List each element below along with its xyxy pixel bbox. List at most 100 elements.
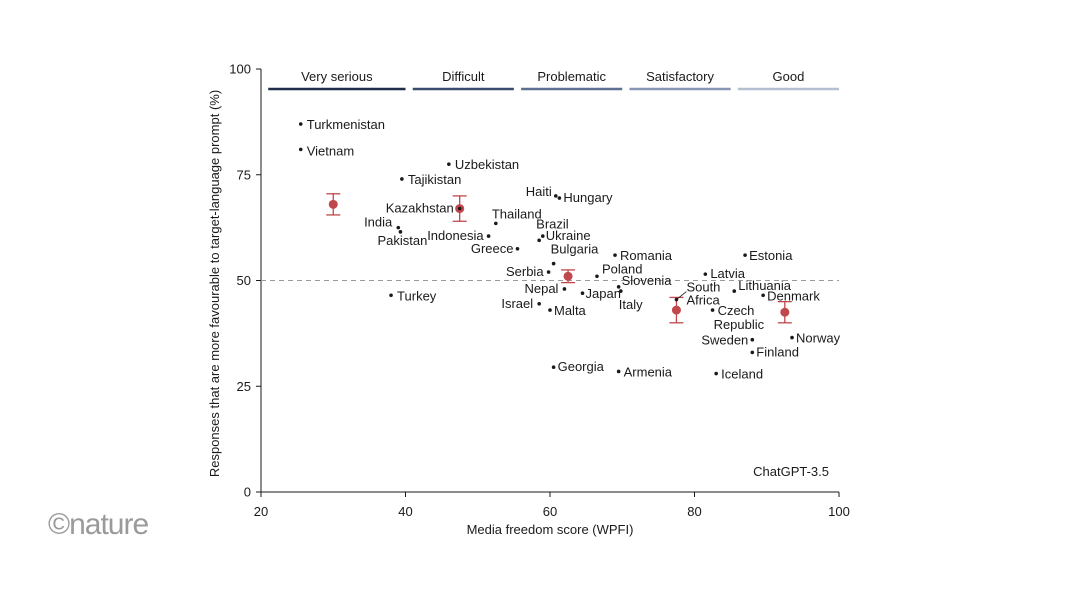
data-point [616, 369, 621, 374]
data-point [298, 147, 303, 152]
point-label: Ukraine [546, 228, 591, 243]
data-point [457, 206, 462, 211]
point-label: Czech [718, 303, 755, 318]
group-mean-point [671, 305, 681, 315]
data-point [743, 253, 747, 257]
point-label: Tajikistan [408, 172, 461, 187]
point-label: Lithuania [738, 278, 792, 293]
data-point [515, 246, 520, 251]
data-point [551, 261, 556, 266]
point-label: Israel [501, 296, 533, 311]
data-point [595, 274, 599, 279]
data-point [790, 335, 794, 340]
point-label: Turkmenistan [307, 117, 385, 132]
point-label: Estonia [749, 248, 793, 263]
nature-watermark: ©nature [48, 508, 149, 541]
category-bands: Very serious Difficult Problematic Satisfac… [268, 69, 839, 91]
point-label: Nepal [524, 281, 558, 296]
y-tick-label: 75 [237, 167, 251, 182]
data-point [548, 308, 552, 312]
point-label: Norway [796, 331, 841, 346]
data-point [398, 230, 403, 234]
data-point [613, 253, 617, 257]
data-point [616, 285, 621, 289]
group-means [326, 193, 792, 324]
point-label: Finland [756, 344, 799, 359]
data-point [761, 293, 765, 298]
data-point [714, 371, 718, 376]
data-point [540, 234, 545, 238]
x-tick-label: 60 [543, 504, 557, 519]
category-label: Satisfactory [646, 69, 714, 84]
data-point [400, 177, 404, 181]
data-point [537, 238, 541, 243]
x-tick-label: 20 [254, 504, 268, 519]
point-label: Serbia [506, 264, 544, 279]
x-tick-label: 100 [828, 504, 850, 519]
point-label: Slovenia [622, 273, 673, 288]
point-label: Kazakhstan [386, 201, 454, 216]
group-mean-point [780, 307, 790, 317]
point-label: Bulgaria [551, 242, 599, 257]
data-point [557, 196, 562, 200]
data-point [389, 293, 393, 298]
data-point [710, 308, 715, 312]
point-label: Africa [686, 293, 720, 308]
data-point [546, 270, 551, 274]
x-axis-title: Media freedom score (WPFI) [467, 522, 634, 537]
category-label: Difficult [442, 69, 485, 84]
category-label: Very serious [301, 69, 373, 84]
point-label: Poland [602, 261, 642, 276]
point-label: Haiti [526, 184, 552, 199]
point-label: Thailand [492, 206, 542, 221]
data-point [494, 221, 498, 226]
point-label: Uzbekistan [455, 157, 519, 172]
category-label: Good [773, 69, 805, 84]
point-label: Romania [620, 248, 673, 263]
y-tick-label: 50 [237, 273, 251, 288]
data-point [562, 287, 567, 291]
data-point [551, 365, 556, 370]
data-point [732, 289, 737, 293]
y-tick-label: 25 [237, 379, 251, 394]
group-mean-point [563, 271, 573, 281]
data-point [750, 337, 755, 342]
point-label: India [364, 215, 393, 230]
model-label: ChatGPT-3.5 [753, 464, 829, 479]
point-label: Denmark [767, 288, 820, 303]
y-axis-title: Responses that are more favourable to ta… [207, 90, 222, 477]
data-point [486, 234, 491, 238]
point-label: Japan [586, 286, 621, 301]
point-label: South [686, 280, 720, 295]
x-tick-label: 40 [398, 504, 412, 519]
point-label: Italy [619, 297, 643, 312]
point-label: Greece [471, 241, 514, 256]
y-tick-label: 100 [229, 62, 251, 77]
point-label: Vietnam [307, 143, 354, 158]
point-label: Latvia [710, 266, 745, 281]
data-point [703, 272, 708, 276]
point-label: Armenia [624, 364, 673, 379]
point-label: Turkey [397, 288, 437, 303]
point-label: Indonesia [427, 228, 484, 243]
point-label: Republic [714, 317, 765, 332]
axes: 0 25 50 75 100 20 40 60 80 100 Media freedom score… [207, 62, 850, 538]
point-label: Brazil [536, 216, 569, 231]
group-mean-point [328, 199, 338, 209]
point-label: Iceland [721, 367, 763, 382]
leader-line [676, 291, 687, 300]
y-tick-label: 0 [244, 485, 251, 500]
point-label: Georgia [558, 359, 605, 374]
point-label: Sweden [701, 333, 748, 348]
data-point [750, 350, 755, 355]
data-point [619, 289, 623, 293]
data-point [537, 301, 541, 306]
point-label: Hungary [563, 190, 613, 205]
point-label: Pakistan [377, 233, 427, 248]
data-point [447, 162, 451, 166]
data-point [553, 194, 558, 198]
point-label: Malta [554, 303, 587, 318]
data-point [396, 225, 401, 230]
